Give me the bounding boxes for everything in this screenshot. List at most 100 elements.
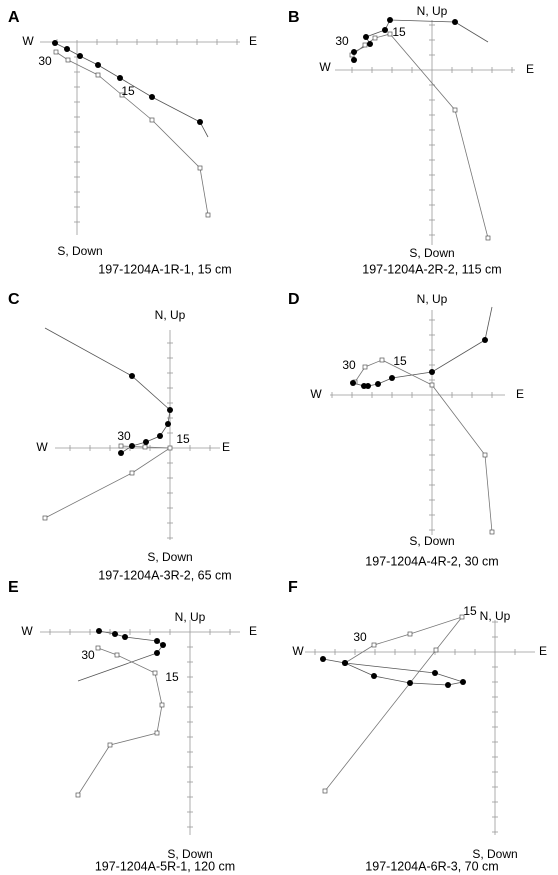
horizontal-point	[482, 337, 488, 343]
vertical-point	[95, 645, 101, 651]
vertical-point	[433, 647, 439, 653]
vertical-point	[407, 631, 413, 637]
east-label: E	[539, 644, 547, 658]
vertical-point	[482, 452, 488, 458]
horizontal-point	[112, 631, 118, 637]
horizontal-point	[129, 373, 135, 379]
horizontal-point	[375, 381, 381, 387]
east-label: E	[249, 34, 257, 48]
vertical-point	[152, 670, 158, 676]
vertical-point	[362, 364, 368, 370]
horizontal-path	[484, 306, 493, 341]
horizontal-point	[363, 34, 369, 40]
horizontal-point	[350, 380, 356, 386]
horizontal-point	[52, 40, 58, 46]
east-label: E	[222, 440, 230, 454]
panel-letter: D	[288, 291, 300, 308]
vertical-point	[459, 614, 465, 620]
panel-letter: F	[288, 579, 298, 596]
horizontal-path	[44, 327, 133, 377]
horizontal-point	[197, 119, 203, 125]
horizontal-point	[429, 369, 435, 375]
vertical-point	[149, 117, 155, 123]
step-label: 30	[38, 54, 52, 68]
vertical-point	[107, 742, 113, 748]
vertical-point	[95, 72, 101, 78]
south-label: S, Down	[409, 246, 454, 260]
horizontal-point	[452, 19, 458, 25]
horizontal-path	[77, 652, 158, 682]
horizontal-point	[64, 46, 70, 52]
horizontal-point	[320, 656, 326, 662]
horizontal-point	[96, 628, 102, 634]
step-label: 15	[165, 670, 179, 684]
horizontal-point	[167, 407, 173, 413]
horizontal-point	[361, 383, 367, 389]
vertical-point	[485, 235, 491, 241]
panel-caption: 197-1204A-2R-2, 115 cm	[362, 262, 501, 276]
vertical-path	[351, 33, 489, 239]
vertical-point	[142, 444, 148, 450]
vertical-point	[159, 702, 165, 708]
vertical-point	[429, 382, 435, 388]
vertical-point	[53, 49, 59, 55]
vertical-path	[324, 616, 464, 792]
vertical-point	[167, 445, 173, 451]
horizontal-point	[117, 75, 123, 81]
vertical-point	[42, 515, 48, 521]
east-label: E	[526, 62, 534, 76]
panel-caption: 197-1204A-4R-2, 30 cm	[365, 554, 498, 568]
panel-caption: 197-1204A-1R-1, 15 cm	[98, 262, 231, 276]
panel-letter: B	[288, 9, 300, 26]
west-label: W	[36, 440, 48, 454]
vertical-path	[55, 51, 209, 216]
horizontal-path	[454, 21, 489, 43]
vertical-point	[154, 730, 160, 736]
horizontal-point	[77, 53, 83, 59]
east-label: E	[249, 624, 257, 638]
vertical-path	[354, 359, 493, 533]
vertical-point	[114, 652, 120, 658]
vertical-path	[77, 647, 163, 796]
south-label: S, Down	[147, 550, 192, 564]
horizontal-point	[432, 670, 438, 676]
horizontal-point	[389, 375, 395, 381]
vertical-point	[65, 57, 71, 63]
horizontal-point	[445, 682, 451, 688]
panel-caption: 197-1204A-5R-1, 120 cm	[95, 859, 235, 873]
step-label: 30	[81, 648, 95, 662]
horizontal-point	[157, 433, 163, 439]
step-label: 30	[353, 630, 367, 644]
horizontal-path	[322, 658, 465, 686]
vertical-point	[75, 792, 81, 798]
north-label: N, Up	[480, 609, 511, 623]
step-label: 30	[117, 429, 131, 443]
horizontal-point	[382, 27, 388, 33]
north-label: N, Up	[417, 292, 448, 306]
step-label: 15	[176, 432, 190, 446]
step-label: 15	[392, 25, 406, 39]
north-label: N, Up	[175, 610, 206, 624]
west-label: W	[22, 34, 34, 48]
vertical-point	[205, 212, 211, 218]
south-label: S, Down	[409, 534, 454, 548]
vertical-point	[452, 107, 458, 113]
north-label: N, Up	[155, 308, 186, 322]
horizontal-point	[351, 57, 357, 63]
horizontal-point	[95, 62, 101, 68]
horizontal-point	[165, 421, 171, 427]
panel-letter: E	[8, 579, 19, 596]
horizontal-point	[351, 49, 357, 55]
horizontal-point	[367, 41, 373, 47]
step-label: 15	[121, 84, 135, 98]
vertical-point	[379, 357, 385, 363]
vertical-point	[372, 35, 378, 41]
horizontal-path	[98, 630, 164, 654]
vertical-point	[119, 92, 125, 98]
horizontal-point	[154, 650, 160, 656]
panel-letter: A	[8, 9, 20, 26]
horizontal-point	[371, 673, 377, 679]
west-label: W	[292, 644, 304, 658]
south-label: S, Down	[472, 847, 517, 861]
horizontal-point	[154, 638, 160, 644]
